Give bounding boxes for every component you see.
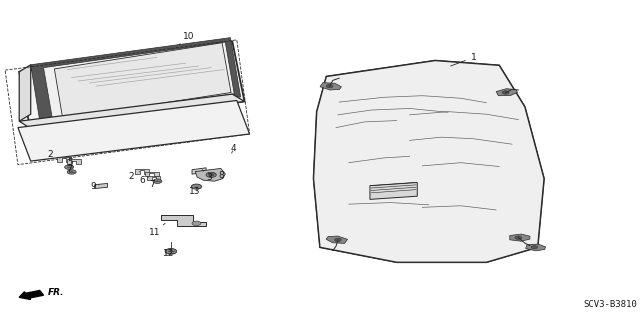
- Text: 8: 8: [214, 171, 223, 180]
- Polygon shape: [135, 169, 149, 174]
- Polygon shape: [510, 234, 530, 241]
- Text: 13: 13: [189, 187, 201, 196]
- Polygon shape: [316, 63, 541, 261]
- Circle shape: [192, 221, 201, 226]
- Text: 4: 4: [231, 144, 236, 153]
- Circle shape: [65, 165, 74, 169]
- Polygon shape: [54, 43, 231, 119]
- Polygon shape: [192, 168, 206, 174]
- Polygon shape: [370, 182, 417, 199]
- Text: 12: 12: [163, 249, 174, 258]
- Text: SCV3-B3810: SCV3-B3810: [583, 300, 637, 309]
- Polygon shape: [95, 183, 108, 189]
- Text: 9: 9: [90, 182, 99, 191]
- Polygon shape: [19, 65, 31, 121]
- Circle shape: [153, 179, 162, 183]
- Circle shape: [515, 236, 522, 239]
- Circle shape: [165, 249, 177, 254]
- Text: 7: 7: [149, 180, 157, 189]
- Polygon shape: [145, 172, 159, 176]
- Text: 10: 10: [179, 32, 195, 45]
- Text: 1: 1: [451, 53, 476, 66]
- Polygon shape: [147, 176, 160, 180]
- Polygon shape: [320, 83, 341, 90]
- Polygon shape: [57, 157, 71, 162]
- Polygon shape: [314, 61, 544, 262]
- Circle shape: [502, 91, 509, 94]
- Polygon shape: [525, 244, 545, 251]
- Polygon shape: [18, 100, 250, 161]
- Circle shape: [209, 174, 214, 176]
- Text: 5: 5: [68, 158, 73, 167]
- Polygon shape: [161, 215, 206, 226]
- Polygon shape: [496, 89, 518, 96]
- Circle shape: [531, 246, 538, 249]
- Polygon shape: [314, 61, 544, 262]
- Text: 6: 6: [140, 176, 148, 185]
- Text: FR.: FR.: [48, 288, 65, 297]
- Polygon shape: [67, 160, 81, 164]
- Circle shape: [67, 170, 76, 174]
- Polygon shape: [31, 38, 241, 124]
- Text: 2: 2: [129, 172, 140, 181]
- Polygon shape: [326, 236, 348, 243]
- Polygon shape: [19, 94, 244, 129]
- Polygon shape: [19, 41, 244, 131]
- Polygon shape: [35, 40, 237, 123]
- Text: 7: 7: [67, 165, 72, 174]
- Circle shape: [335, 238, 341, 241]
- FancyArrow shape: [19, 291, 44, 300]
- Text: 3: 3: [202, 170, 212, 182]
- Text: 2: 2: [47, 150, 60, 159]
- Polygon shape: [195, 168, 225, 181]
- Circle shape: [206, 172, 216, 177]
- Polygon shape: [44, 42, 234, 119]
- Circle shape: [326, 85, 333, 88]
- Circle shape: [191, 184, 202, 189]
- Text: 11: 11: [149, 223, 165, 237]
